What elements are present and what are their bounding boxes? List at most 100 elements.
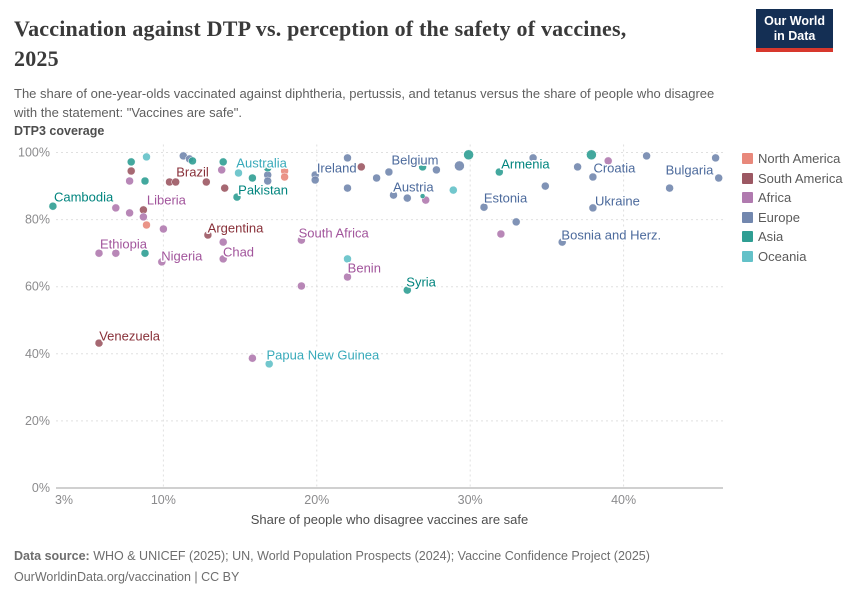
country-label[interactable]: Estonia [482,189,529,207]
data-point[interactable] [218,254,228,264]
data-point[interactable] [234,168,243,178]
country-label[interactable]: Liberia [145,191,188,209]
data-point[interactable] [454,160,465,172]
legend-item-africa[interactable]: Africa [742,188,843,208]
data-point[interactable] [126,157,136,167]
data-point[interactable] [419,193,426,199]
data-point[interactable] [263,163,272,173]
data-point[interactable] [310,175,320,185]
data-point[interactable] [157,257,167,267]
data-point[interactable] [528,153,538,163]
data-point[interactable] [125,208,134,218]
data-point[interactable] [218,157,228,167]
data-point[interactable] [389,190,398,200]
legend-item-europe[interactable]: Europe [742,208,843,228]
data-point[interactable] [232,192,242,202]
data-point[interactable] [159,224,168,234]
country-label[interactable]: Ukraine [594,192,642,210]
country-label[interactable]: Ireland [315,159,358,177]
data-point[interactable] [603,156,613,166]
data-point[interactable] [297,281,306,291]
data-point[interactable] [343,254,352,264]
data-point[interactable] [541,181,550,191]
data-point[interactable] [588,172,598,182]
data-point[interactable] [384,167,394,177]
data-point[interactable] [48,201,58,211]
data-point[interactable] [711,153,720,163]
data-point[interactable] [220,183,229,193]
country-label[interactable]: Croatia [592,159,638,177]
data-point[interactable] [202,177,211,187]
data-point[interactable] [588,203,598,213]
data-point[interactable] [94,338,104,348]
legend-item-south-america[interactable]: South America [742,169,843,189]
country-label[interactable]: Syria [405,273,438,291]
scatter-plot[interactable]: DTP3 coverage 0% 20% 40% 60% 80% 100% 3% 10% 20% 3… [0,120,850,538]
data-point[interactable] [403,193,412,203]
country-label[interactable]: Argentina [206,219,265,237]
data-point[interactable] [496,229,506,239]
country-label[interactable]: Austria [392,178,436,196]
data-point[interactable] [343,272,352,282]
country-label[interactable]: Bosnia and Herz. [560,226,663,244]
data-point[interactable] [94,248,104,258]
data-point[interactable] [642,151,651,161]
data-point[interactable] [511,217,521,227]
country-label[interactable]: Nigeria [160,247,205,265]
data-point[interactable] [217,165,226,175]
data-point[interactable] [586,149,597,161]
country-label[interactable]: Cambodia [52,188,115,206]
country-label[interactable]: Ethiopia [99,235,150,253]
country-label[interactable]: Chad [221,243,255,261]
data-point[interactable] [142,220,151,230]
data-point[interactable] [248,173,257,183]
data-point[interactable] [479,202,489,212]
data-point[interactable] [432,165,441,175]
country-label[interactable]: Papua New Guinea [265,346,382,364]
data-point[interactable] [665,183,674,193]
data-point[interactable] [297,235,306,245]
data-point[interactable] [111,248,121,258]
data-point[interactable] [171,177,180,187]
legend-item-asia[interactable]: Asia [742,227,843,247]
data-point[interactable] [372,173,381,183]
country-label[interactable]: Belgium [390,151,440,169]
data-point[interactable] [280,172,289,182]
country-label[interactable]: Brazil [175,163,211,181]
data-point[interactable] [463,149,474,161]
legend-item-oceania[interactable]: Oceania [742,247,843,267]
data-point[interactable] [449,185,458,195]
data-point[interactable] [188,156,197,166]
data-point[interactable] [140,176,150,186]
country-label[interactable]: Australia [235,154,289,172]
data-point[interactable] [264,359,274,369]
data-point[interactable] [495,167,504,177]
data-point[interactable] [418,162,427,172]
data-point[interactable] [403,285,412,295]
data-point[interactable] [111,203,121,213]
footer-link[interactable]: OurWorldinData.org/vaccination | CC BY [14,570,240,584]
data-point[interactable] [263,176,272,186]
data-point[interactable] [126,166,136,176]
data-point[interactable] [343,183,352,193]
country-label[interactable]: South Africa [297,224,371,242]
data-point[interactable] [140,248,150,258]
data-point[interactable] [714,173,723,183]
data-point[interactable] [203,230,213,240]
country-label[interactable]: Armenia [500,155,552,173]
country-label[interactable]: Bulgaria [664,161,715,179]
owid-logo[interactable]: Our World in Data [756,9,833,52]
data-point[interactable] [357,162,366,172]
data-point[interactable] [573,162,582,172]
data-point[interactable] [557,237,567,247]
legend-item-north-america[interactable]: North America [742,149,843,169]
country-label[interactable]: Venezuela [98,327,162,345]
data-point[interactable] [248,353,257,363]
country-label[interactable]: Pakistan [237,181,290,199]
data-point[interactable] [139,212,148,222]
data-point[interactable] [125,176,134,186]
data-point[interactable] [218,237,228,247]
data-point[interactable] [343,153,352,163]
data-point[interactable] [142,152,151,162]
country-label[interactable]: Benin [346,259,382,277]
